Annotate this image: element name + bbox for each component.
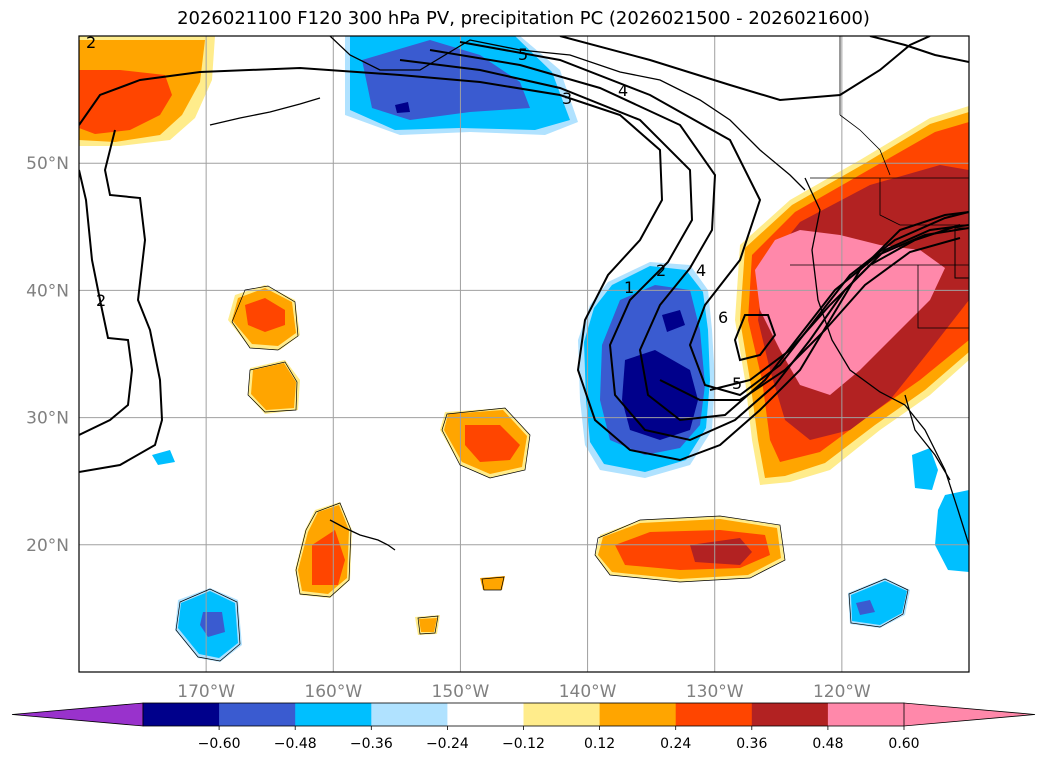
gulf-of-alaska-negative-region <box>345 36 578 135</box>
northwest-pacific-positive-region <box>79 36 215 146</box>
colorbar-swatch <box>751 703 829 726</box>
small-positive-regions <box>228 285 785 635</box>
x-tick-label: 120°W <box>813 682 871 702</box>
y-tick-label: 40°N <box>26 281 69 301</box>
pv-label-4a: 4 <box>618 81 628 100</box>
coastlines <box>209 36 969 551</box>
colorbar-swatch <box>523 703 601 726</box>
pv-label-5a: 5 <box>518 45 528 64</box>
map-gridlines <box>79 36 969 672</box>
pv-contour-labels: 1 2 3 4 4 5 5 6 2 2 <box>86 33 742 393</box>
x-tick-label: 170°W <box>177 682 235 702</box>
x-tick-label: 160°W <box>304 682 362 702</box>
plot-frame <box>78 35 970 673</box>
pv-label-1: 1 <box>624 278 634 297</box>
x-tick-label: 130°W <box>686 682 744 702</box>
colorbar-tick-label: 0.36 <box>736 736 767 752</box>
colorbar: −0.60 −0.48 −0.36 −0.24 −0.12 0.12 0.24 0.36 0.4… <box>11 702 1036 752</box>
y-axis-ticks: 50°N 40°N 30°N 20°N <box>26 154 69 556</box>
colorbar-tick-label: −0.60 <box>198 736 241 752</box>
y-tick-label: 30°N <box>26 409 69 429</box>
colorbar-tick-label: 0.60 <box>888 736 919 752</box>
colorbar-swatch <box>295 703 372 726</box>
colorbar-swatch <box>447 703 524 726</box>
precip-fill-layer <box>79 36 969 662</box>
colorbar-swatch <box>599 703 677 726</box>
precip-outlines <box>175 285 909 662</box>
x-axis-ticks: 170°W 160°W 150°W 140°W 130°W 120°W <box>177 682 871 702</box>
colorbar-swatch <box>219 703 296 726</box>
colorbar-swatch <box>143 703 220 726</box>
x-tick-label: 140°W <box>559 682 617 702</box>
colorbar-swatch <box>371 703 448 726</box>
y-tick-label: 20°N <box>26 536 69 556</box>
pv-label-2: 2 <box>656 261 666 280</box>
pv-label-2-nw: 2 <box>86 33 96 52</box>
colorbar-over-triangle <box>903 702 1036 727</box>
offshore-california-negative-region <box>578 262 715 478</box>
colorbar-under-triangle <box>11 702 144 727</box>
colorbar-tick-label: −0.36 <box>350 736 393 752</box>
colorbar-swatch <box>827 703 905 726</box>
colorbar-tick-label: 0.12 <box>584 736 615 752</box>
small-negative-regions <box>152 448 969 662</box>
pv-label-6: 6 <box>718 308 728 327</box>
colorbar-tick-label: −0.12 <box>502 736 545 752</box>
colorbar-tick-label: 0.48 <box>812 736 843 752</box>
pv-label-2-west: 2 <box>96 291 106 310</box>
x-tick-label: 150°W <box>432 682 490 702</box>
colorbar-tick-label: 0.24 <box>660 736 691 752</box>
pv-label-4b: 4 <box>696 261 706 280</box>
y-tick-label: 50°N <box>26 154 69 174</box>
pv-label-3: 3 <box>562 89 572 108</box>
pv-label-5b: 5 <box>732 374 742 393</box>
colorbar-tick-label: −0.48 <box>274 736 317 752</box>
colorbar-tick-label: −0.24 <box>426 736 469 752</box>
colorbar-swatch <box>675 703 753 726</box>
pv-contours <box>79 36 969 473</box>
chart-title: 2026021100 F120 300 hPa PV, precipitatio… <box>177 8 870 29</box>
